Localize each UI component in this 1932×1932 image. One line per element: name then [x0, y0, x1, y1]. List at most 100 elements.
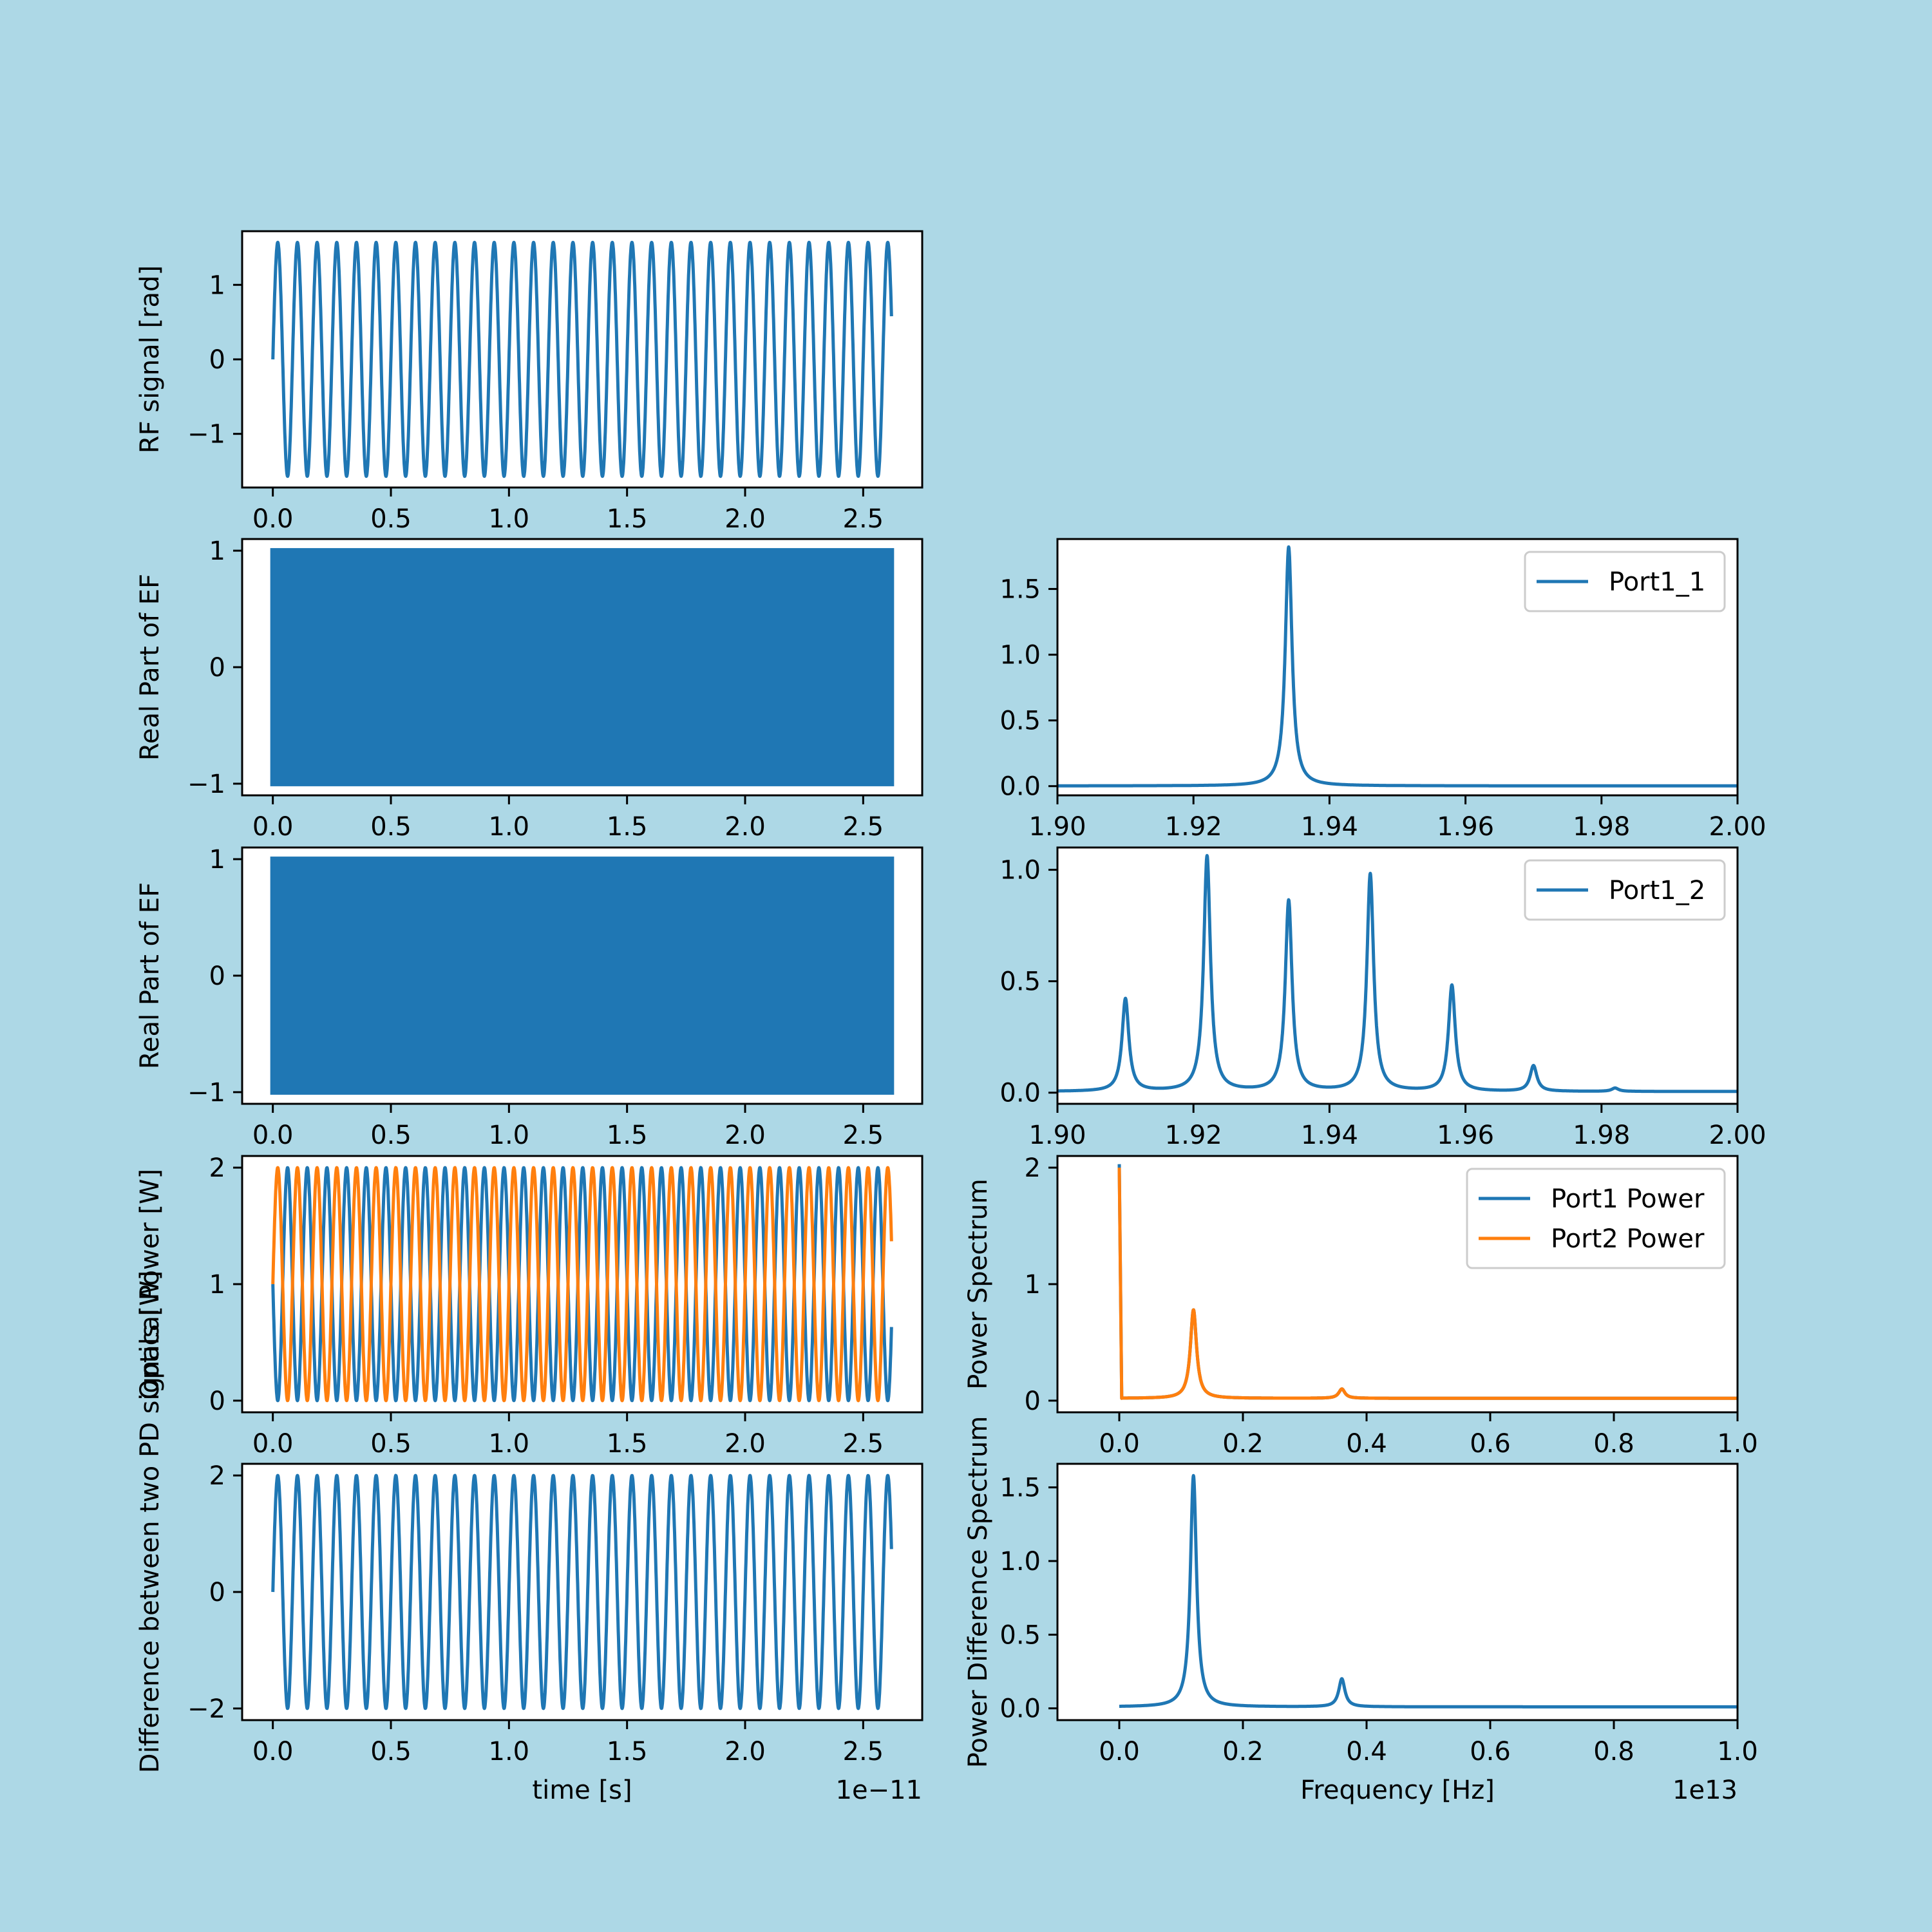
x-axis-label: Frequency [Hz]: [1300, 1776, 1495, 1805]
y-tick-label: 0: [209, 345, 225, 375]
y-tick-label: 0: [209, 1578, 225, 1607]
x-tick-label: 1.98: [1573, 812, 1630, 842]
plot-lines: [1057, 854, 1738, 1094]
y-tick-label: 0.0: [999, 772, 1041, 802]
x-tick-label: 1.0: [489, 504, 530, 534]
x-tick-label: 1.96: [1437, 812, 1494, 842]
x-tick-label: 0.0: [252, 812, 294, 842]
x-tick-label: 1.5: [607, 812, 648, 842]
x-tick-label: 1.0: [489, 1737, 530, 1766]
x-tick-label: 2.5: [843, 504, 884, 534]
y-tick-label: 0.5: [999, 967, 1041, 997]
series-line-rf-0: [271, 240, 893, 478]
x-tick-label: 1.90: [1028, 1121, 1086, 1150]
x-tick-label: 1.92: [1165, 812, 1222, 842]
y-tick-label: 0: [209, 653, 225, 683]
x-tick-label: 0.2: [1222, 1737, 1264, 1766]
x-tick-label: 2.0: [724, 1429, 766, 1459]
y-tick-label: 0: [209, 1387, 225, 1416]
plot-lines: [271, 1166, 893, 1403]
x-tick-label: 2.5: [843, 1429, 884, 1459]
x-tick-label: 1.90: [1028, 812, 1086, 842]
subplot-power: 0.0 0.5 1.0 1.5 2.0 2.5 0 1 2 Optical Power [W]: [135, 1153, 923, 1459]
x-tick-label: 2.00: [1709, 1121, 1766, 1150]
legend: Port1_2: [1524, 859, 1726, 921]
y-tick-label: 2: [209, 1153, 225, 1183]
plot-area: [1057, 1464, 1738, 1720]
plot-lines: [1117, 1164, 1738, 1400]
y-tick-label: 2: [209, 1461, 225, 1491]
x-offset-text: 1e13: [1672, 1776, 1738, 1805]
series-line-power-1: [271, 1166, 893, 1403]
y-tick-label: 1.5: [999, 575, 1041, 605]
axes-frame: [1056, 846, 1739, 1105]
plot-lines: [271, 1473, 893, 1710]
axes-frame: [1056, 538, 1739, 797]
y-tick-label: 2: [1025, 1153, 1041, 1183]
x-tick-label: 1.92: [1165, 1121, 1222, 1150]
plot-lines: [1057, 545, 1738, 788]
x-tick-label: 0.0: [1099, 1429, 1140, 1459]
x-tick-label: 2.5: [843, 1737, 884, 1766]
x-tick-label: 1.94: [1301, 1121, 1358, 1150]
y-axis-label: Power Spectrum: [963, 1179, 993, 1389]
x-offset-text: 1e−11: [836, 1776, 922, 1805]
x-tick-label: 0.5: [370, 1429, 412, 1459]
y-axis-label: Real Part of EF: [135, 574, 165, 761]
y-tick-label: 1.0: [999, 1547, 1041, 1577]
x-tick-label: 2.5: [843, 812, 884, 842]
series-line-diff-0: [271, 1473, 893, 1710]
x-tick-label: 2.0: [724, 504, 766, 534]
x-tick-label: 2.00: [1709, 812, 1766, 842]
y-tick-label: −1: [187, 770, 225, 799]
x-tick-label: 0.0: [252, 1121, 294, 1150]
x-tick-label: 1.98: [1573, 1121, 1630, 1150]
x-tick-label: 0.0: [252, 504, 294, 534]
x-tick-label: 0.6: [1470, 1737, 1511, 1766]
y-tick-label: 1: [209, 270, 225, 300]
y-tick-label: 0.5: [999, 706, 1041, 736]
x-tick-label: 1.5: [607, 504, 648, 534]
y-tick-label: −1: [187, 1078, 225, 1108]
x-tick-label: 1.5: [607, 1429, 648, 1459]
x-tick-label: 1.5: [607, 1121, 648, 1150]
legend-box: [1524, 859, 1726, 921]
y-axis-label: Difference between two PD signals [W]: [135, 1271, 165, 1773]
plot-lines: [270, 548, 895, 786]
x-tick-label: 1.0: [489, 1429, 530, 1459]
legend-box: [1466, 1168, 1726, 1269]
y-tick-label: 1: [1025, 1270, 1041, 1300]
y-tick-label: 1.0: [999, 641, 1041, 670]
x-tick-label: 0.5: [370, 1121, 412, 1150]
series-line-power-0: [271, 1166, 893, 1403]
x-tick-label: 1.0: [489, 812, 530, 842]
y-tick-label: 1: [209, 845, 225, 875]
legend-label: Port1_1: [1609, 567, 1705, 597]
legend-label: Port2 Power: [1551, 1224, 1705, 1254]
y-axis-label: Real Part of EF: [135, 882, 165, 1069]
legend: Port1 Power Port2 Power: [1466, 1168, 1726, 1269]
legend-label: Port1 Power: [1551, 1184, 1705, 1214]
y-tick-label: 1: [209, 1270, 225, 1300]
x-tick-label: 0.4: [1346, 1737, 1387, 1766]
plot-lines: [270, 857, 895, 1095]
x-tick-label: 0.0: [1099, 1737, 1140, 1766]
series-line-pspec-1: [1117, 1168, 1738, 1400]
subplot-pspec: 0.0 0.2 0.4 0.6 0.8 1.0 0 1 2 Power Spectrum Port1…: [963, 1153, 1758, 1459]
x-tick-label: 0.8: [1593, 1429, 1634, 1459]
x-tick-label: 0.0: [252, 1737, 294, 1766]
subplot-spec1: 1.90 1.92 1.94 1.96 1.98 2.00 0.0 0.5 1.0 1.5 Port…: [999, 538, 1766, 842]
x-tick-label: 0.2: [1222, 1429, 1264, 1459]
series-line-spec2-0: [1057, 854, 1738, 1094]
x-tick-label: 0.5: [370, 504, 412, 534]
x-tick-label: 0.4: [1346, 1429, 1387, 1459]
subplot-ef2: 0.0 0.5 1.0 1.5 2.0 2.5 −1 0 1 Real Part of EF: [135, 845, 923, 1150]
y-tick-label: −1: [187, 420, 225, 450]
y-tick-label: 0.5: [999, 1620, 1041, 1650]
y-tick-label: 0: [1025, 1387, 1041, 1416]
x-tick-label: 1.5: [607, 1737, 648, 1766]
y-tick-label: 1.0: [999, 856, 1041, 886]
y-tick-label: −2: [187, 1694, 225, 1724]
